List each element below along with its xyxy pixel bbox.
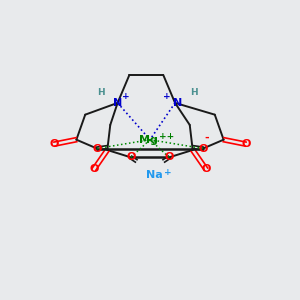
Text: Mg: Mg: [139, 135, 158, 145]
Text: O: O: [92, 143, 102, 154]
Text: O: O: [50, 139, 59, 149]
Text: -: -: [204, 132, 209, 142]
Text: O: O: [126, 152, 136, 162]
Text: +: +: [122, 92, 130, 101]
Text: H: H: [190, 88, 198, 97]
Text: O: O: [89, 164, 99, 174]
Text: N: N: [113, 98, 122, 108]
Text: O: O: [198, 143, 208, 154]
Text: O: O: [241, 139, 250, 149]
Text: O: O: [164, 152, 174, 162]
Text: ++: ++: [159, 132, 174, 141]
Text: N: N: [173, 98, 182, 108]
Text: +: +: [163, 92, 171, 101]
Text: Na: Na: [146, 170, 163, 180]
Text: +: +: [164, 168, 172, 177]
Text: H: H: [98, 88, 105, 97]
Text: O: O: [201, 164, 211, 174]
